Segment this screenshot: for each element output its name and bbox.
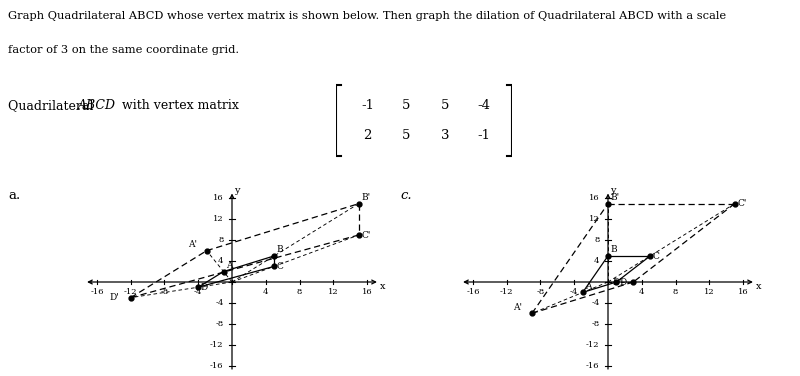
Text: 8: 8 — [594, 236, 599, 244]
Text: C: C — [277, 262, 284, 271]
Text: Graph Quadrilateral ABCD whose vertex matrix is shown below. Then graph the dila: Graph Quadrilateral ABCD whose vertex ma… — [8, 11, 726, 21]
Text: B': B' — [610, 193, 620, 202]
Text: A: A — [226, 261, 233, 270]
Text: C': C' — [362, 231, 370, 240]
Text: -12: -12 — [124, 288, 138, 296]
Text: -16: -16 — [210, 362, 223, 370]
Text: factor of 3 on the same coordinate grid.: factor of 3 on the same coordinate grid. — [8, 45, 239, 55]
Text: 4: 4 — [639, 288, 645, 296]
Text: 2: 2 — [363, 129, 372, 142]
Text: A: A — [586, 282, 592, 291]
Text: 4: 4 — [263, 288, 269, 296]
Text: D': D' — [612, 278, 622, 287]
Text: 12: 12 — [704, 288, 714, 296]
Text: -8: -8 — [160, 288, 169, 296]
Text: D': D' — [110, 293, 119, 302]
Text: 3: 3 — [441, 129, 450, 142]
Text: 8: 8 — [297, 288, 302, 296]
Text: C: C — [653, 252, 660, 261]
Text: 16: 16 — [738, 288, 749, 296]
Text: x: x — [755, 282, 761, 291]
Text: y: y — [610, 186, 616, 195]
Text: Quadrilateral: Quadrilateral — [8, 99, 98, 112]
Text: A': A' — [188, 240, 197, 249]
Text: B: B — [277, 245, 283, 254]
Text: 8: 8 — [673, 288, 678, 296]
Text: y: y — [234, 186, 240, 195]
Text: -1: -1 — [478, 129, 490, 142]
Text: D: D — [619, 278, 626, 287]
Text: -8: -8 — [215, 320, 223, 328]
Text: 8: 8 — [218, 236, 223, 244]
Text: 4: 4 — [218, 257, 223, 265]
Text: -16: -16 — [90, 288, 104, 296]
Text: x: x — [379, 282, 385, 291]
Text: -16: -16 — [586, 362, 599, 370]
Text: 12: 12 — [589, 215, 599, 223]
Text: -12: -12 — [210, 341, 223, 349]
Text: B': B' — [362, 193, 370, 202]
Text: 16: 16 — [213, 194, 223, 202]
Text: -12: -12 — [500, 288, 514, 296]
Text: 16: 16 — [589, 194, 599, 202]
Text: C': C' — [738, 199, 746, 208]
Text: 12: 12 — [213, 215, 223, 223]
Text: 5: 5 — [402, 129, 410, 142]
Text: a.: a. — [8, 189, 20, 202]
Text: -4: -4 — [194, 288, 202, 296]
Text: -4: -4 — [570, 288, 578, 296]
Text: ABCD: ABCD — [78, 99, 117, 112]
Text: with vertex matrix: with vertex matrix — [118, 99, 239, 112]
Text: -4: -4 — [215, 299, 223, 307]
Text: -8: -8 — [591, 320, 599, 328]
Text: 16: 16 — [362, 288, 373, 296]
Text: -4: -4 — [478, 99, 490, 112]
Text: 5: 5 — [441, 99, 450, 112]
Text: 4: 4 — [594, 257, 599, 265]
Text: -1: -1 — [361, 99, 374, 112]
Text: c.: c. — [400, 189, 412, 202]
Text: -4: -4 — [591, 299, 599, 307]
Text: D: D — [201, 283, 208, 292]
Text: 12: 12 — [328, 288, 338, 296]
Text: -8: -8 — [536, 288, 545, 296]
Text: -12: -12 — [586, 341, 599, 349]
Text: B: B — [610, 245, 617, 254]
Text: A': A' — [514, 303, 522, 312]
Text: -16: -16 — [466, 288, 480, 296]
Text: 5: 5 — [402, 99, 410, 112]
